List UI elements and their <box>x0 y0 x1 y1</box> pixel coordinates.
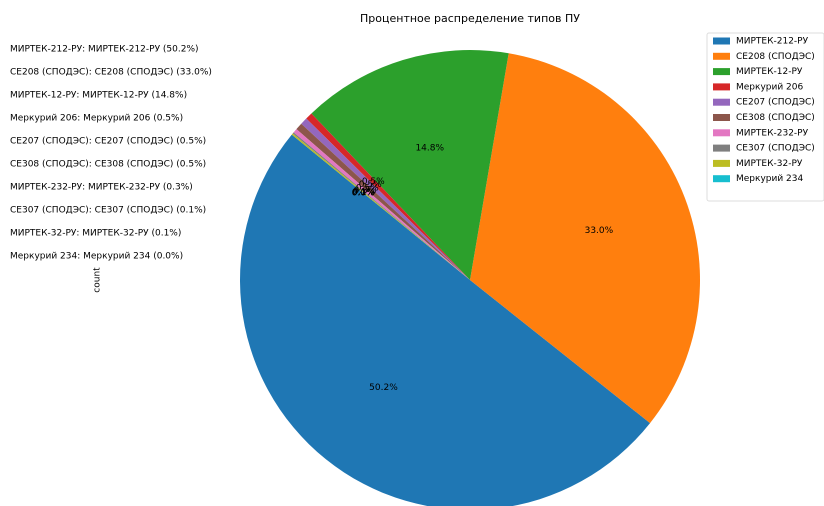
pie-slice <box>291 133 470 280</box>
annotation: МИРТЕК-232-РУ: МИРТЕК-232-РУ (0.3%) <box>10 183 193 193</box>
legend-swatch <box>713 68 730 76</box>
legend-swatch <box>713 37 730 45</box>
pie-slice <box>240 134 651 506</box>
legend-swatch <box>713 52 730 60</box>
slice-label: 0.0% <box>352 188 375 198</box>
pie-slice <box>301 118 470 281</box>
annotation: СЕ307 (СПОДЭС): СЕ307 (СПОДЭС) (0.1%) <box>10 206 206 216</box>
annotation: МИРТЕК-212-РУ: МИРТЕК-212-РУ (50.2%) <box>10 45 199 55</box>
legend-label: Меркурий 234 <box>736 174 804 184</box>
legend-swatch <box>713 159 730 167</box>
legend-swatch <box>713 83 730 91</box>
legend-label: СЕ207 (СПОДЭС) <box>736 98 815 108</box>
chart-title: Процентное распределение типов ПУ <box>360 12 580 25</box>
slice-label: 0.1% <box>352 188 375 198</box>
legend-label: МИРТЕК-212-РУ <box>736 37 809 47</box>
annotation: Меркурий 234: Меркурий 234 (0.0%) <box>10 252 183 262</box>
pie-slice <box>296 123 470 280</box>
slice-label: 0.5% <box>359 180 382 190</box>
pie-slice <box>306 113 470 280</box>
legend-swatch <box>713 114 730 121</box>
legend-swatch <box>713 98 730 106</box>
slice-label: 0.3% <box>354 186 377 196</box>
legend-label: Меркурий 206 <box>736 82 804 92</box>
annotation: СЕ308 (СПОДЭС): СЕ308 (СПОДЭС) (0.5%) <box>10 160 206 170</box>
pie-slice <box>470 53 701 424</box>
legend-label: МИРТЕК-232-РУ <box>736 128 809 138</box>
pie-slice <box>311 50 509 280</box>
legend-swatch <box>713 144 730 152</box>
slice-label: 0.1% <box>352 187 375 197</box>
annotation: МИРТЕК-32-РУ: МИРТЕК-32-РУ (0.1%) <box>10 229 181 239</box>
legend-label: СЕ307 (СПОДЭС) <box>736 144 815 154</box>
pie-slice <box>293 129 470 280</box>
annotation: МИРТЕК-12-РУ: МИРТЕК-12-РУ (14.8%) <box>10 91 187 101</box>
legend-label: СЕ308 (СПОДЭС) <box>736 113 815 123</box>
slice-label: 50.2% <box>369 383 398 393</box>
slice-label: 0.5% <box>356 183 379 193</box>
legend-label: СЕ208 (СПОДЭС) <box>736 52 815 62</box>
pie-slice <box>292 132 470 280</box>
legend-swatch <box>713 175 730 183</box>
slice-label: 0.5% <box>362 177 385 187</box>
legend-label: МИРТЕК-32-РУ <box>736 159 803 169</box>
annotation: СЕ208 (СПОДЭС): СЕ208 (СПОДЭС) (33.0%) <box>10 68 212 78</box>
annotation: СЕ207 (СПОДЭС): СЕ207 (СПОДЭС) (0.5%) <box>10 137 206 147</box>
legend-label: МИРТЕК-12-РУ <box>736 67 803 77</box>
slice-label: 14.8% <box>415 144 444 154</box>
legend-box <box>706 32 824 202</box>
y-axis-label: count <box>93 267 103 293</box>
legend-swatch <box>713 129 730 137</box>
annotation: Меркурий 206: Меркурий 206 (0.5%) <box>10 114 183 124</box>
slice-label: 33.0% <box>585 226 614 236</box>
